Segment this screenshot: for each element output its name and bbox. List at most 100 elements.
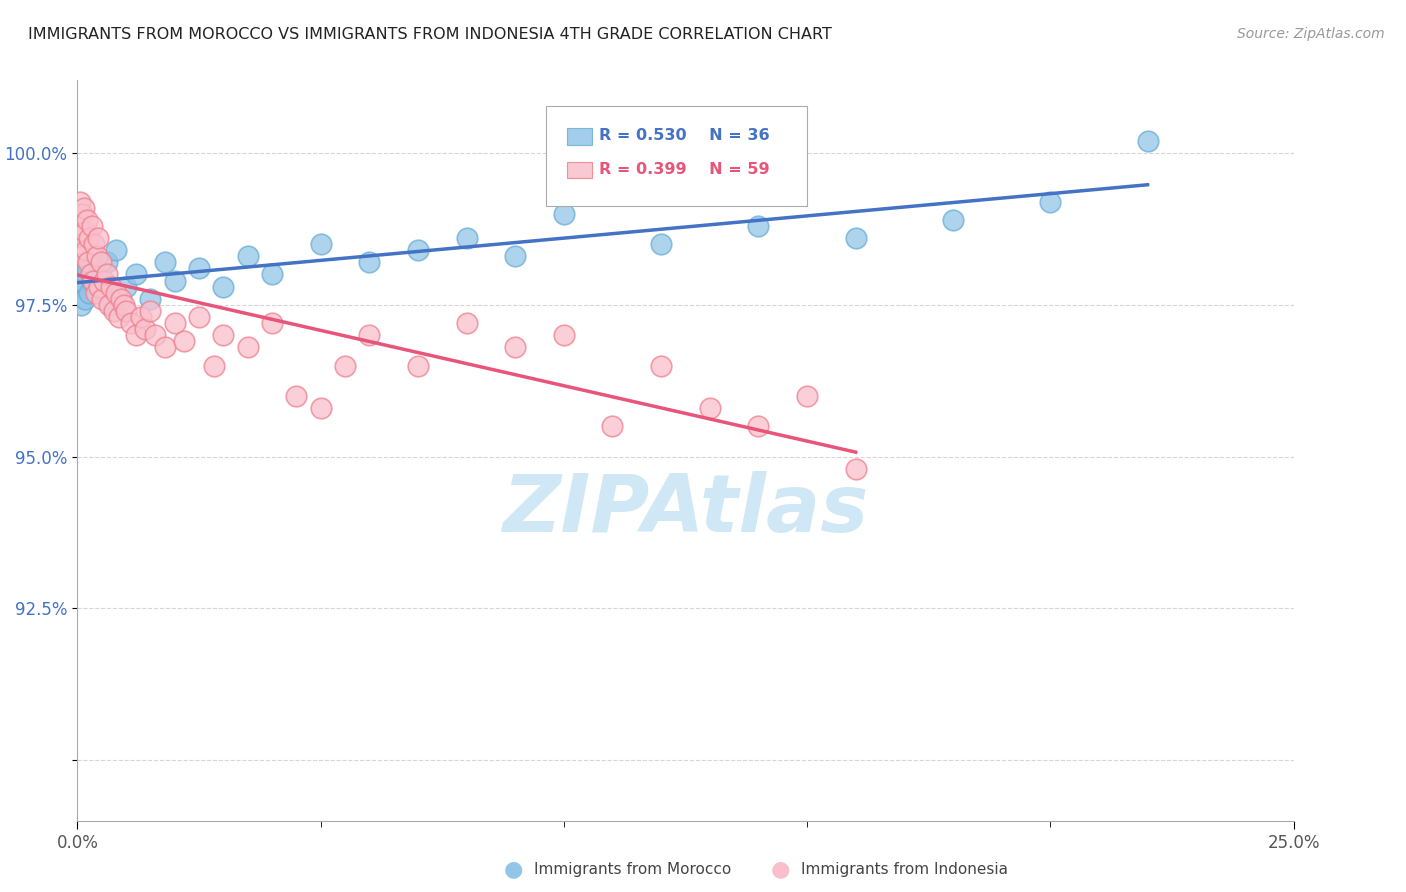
Point: [93, 274, 115, 288]
Point: [70, 298, 93, 312]
Point: [105, 243, 128, 257]
Point: [97, 298, 120, 312]
Point: [188, 310, 211, 324]
Point: [67, 219, 90, 233]
Point: [845, 231, 868, 245]
Point: [115, 279, 138, 293]
Point: [82, 274, 104, 288]
Point: [87, 231, 110, 245]
Point: [80, 219, 103, 233]
Point: [163, 274, 186, 288]
Point: [103, 304, 125, 318]
Point: [309, 237, 332, 252]
Point: [129, 310, 152, 324]
Point: [73, 292, 96, 306]
Text: IMMIGRANTS FROM MOROCCO VS IMMIGRANTS FROM INDONESIA 4TH GRADE CORRELATION CHART: IMMIGRANTS FROM MOROCCO VS IMMIGRANTS FR…: [28, 27, 832, 42]
Point: [212, 279, 235, 293]
Point: [139, 304, 162, 318]
Point: [84, 285, 107, 300]
Point: [260, 268, 283, 282]
Point: [79, 231, 101, 245]
Point: [942, 212, 965, 227]
Point: [90, 292, 112, 306]
Point: [75, 268, 97, 282]
Point: [134, 322, 156, 336]
Text: R = 0.399    N = 59: R = 0.399 N = 59: [599, 161, 769, 177]
Point: [105, 285, 128, 300]
Text: Immigrants from Morocco: Immigrants from Morocco: [534, 863, 731, 877]
Point: [90, 255, 112, 269]
Point: [553, 207, 575, 221]
Point: [125, 268, 148, 282]
Point: [120, 316, 142, 330]
Text: R = 0.530    N = 36: R = 0.530 N = 36: [599, 128, 769, 144]
Point: [72, 249, 94, 263]
Point: [503, 249, 526, 263]
Point: [100, 298, 122, 312]
Point: [86, 268, 108, 282]
Point: [212, 328, 235, 343]
Point: [96, 268, 118, 282]
Point: [602, 419, 624, 434]
Point: [115, 304, 138, 318]
Point: [76, 261, 98, 276]
Point: [79, 285, 101, 300]
Point: [77, 255, 100, 269]
Point: [143, 328, 166, 343]
Bar: [568, 161, 592, 178]
Point: [110, 292, 132, 306]
Point: [503, 340, 526, 354]
Point: [73, 201, 96, 215]
Point: [70, 274, 93, 288]
Point: [202, 359, 225, 373]
Text: Source: ZipAtlas.com: Source: ZipAtlas.com: [1237, 27, 1385, 41]
Point: [100, 279, 122, 293]
Point: [699, 401, 721, 415]
Point: [747, 419, 769, 434]
Point: [153, 340, 176, 354]
Point: [112, 298, 135, 312]
Point: [260, 316, 283, 330]
Point: [70, 207, 93, 221]
Point: [456, 231, 478, 245]
Point: [83, 237, 105, 252]
Point: [650, 237, 672, 252]
Text: ●: ●: [503, 860, 523, 880]
Point: [406, 359, 429, 373]
Point: [747, 219, 769, 233]
Point: [86, 249, 108, 263]
Point: [359, 328, 381, 343]
Point: [406, 243, 429, 257]
Point: [1039, 194, 1062, 209]
Point: [285, 389, 308, 403]
Point: [83, 249, 105, 263]
Point: [90, 279, 112, 293]
FancyBboxPatch shape: [546, 106, 807, 206]
Point: [75, 243, 97, 257]
Point: [456, 316, 478, 330]
Point: [650, 359, 672, 373]
Point: [72, 255, 94, 269]
Point: [236, 340, 259, 354]
Point: [80, 274, 103, 288]
Point: [96, 255, 118, 269]
Point: [76, 212, 98, 227]
Point: [553, 328, 575, 343]
Text: Immigrants from Indonesia: Immigrants from Indonesia: [801, 863, 1008, 877]
Point: [69, 194, 91, 209]
Point: [70, 237, 93, 252]
Point: [173, 334, 195, 349]
Point: [845, 461, 868, 475]
Bar: [568, 128, 592, 145]
Point: [163, 316, 186, 330]
Point: [309, 401, 332, 415]
Point: [153, 255, 176, 269]
Point: [188, 261, 211, 276]
Point: [359, 255, 381, 269]
Point: [80, 268, 103, 282]
Point: [75, 225, 97, 239]
Point: [125, 328, 148, 343]
Point: [796, 389, 818, 403]
Point: [333, 359, 356, 373]
Point: [139, 292, 162, 306]
